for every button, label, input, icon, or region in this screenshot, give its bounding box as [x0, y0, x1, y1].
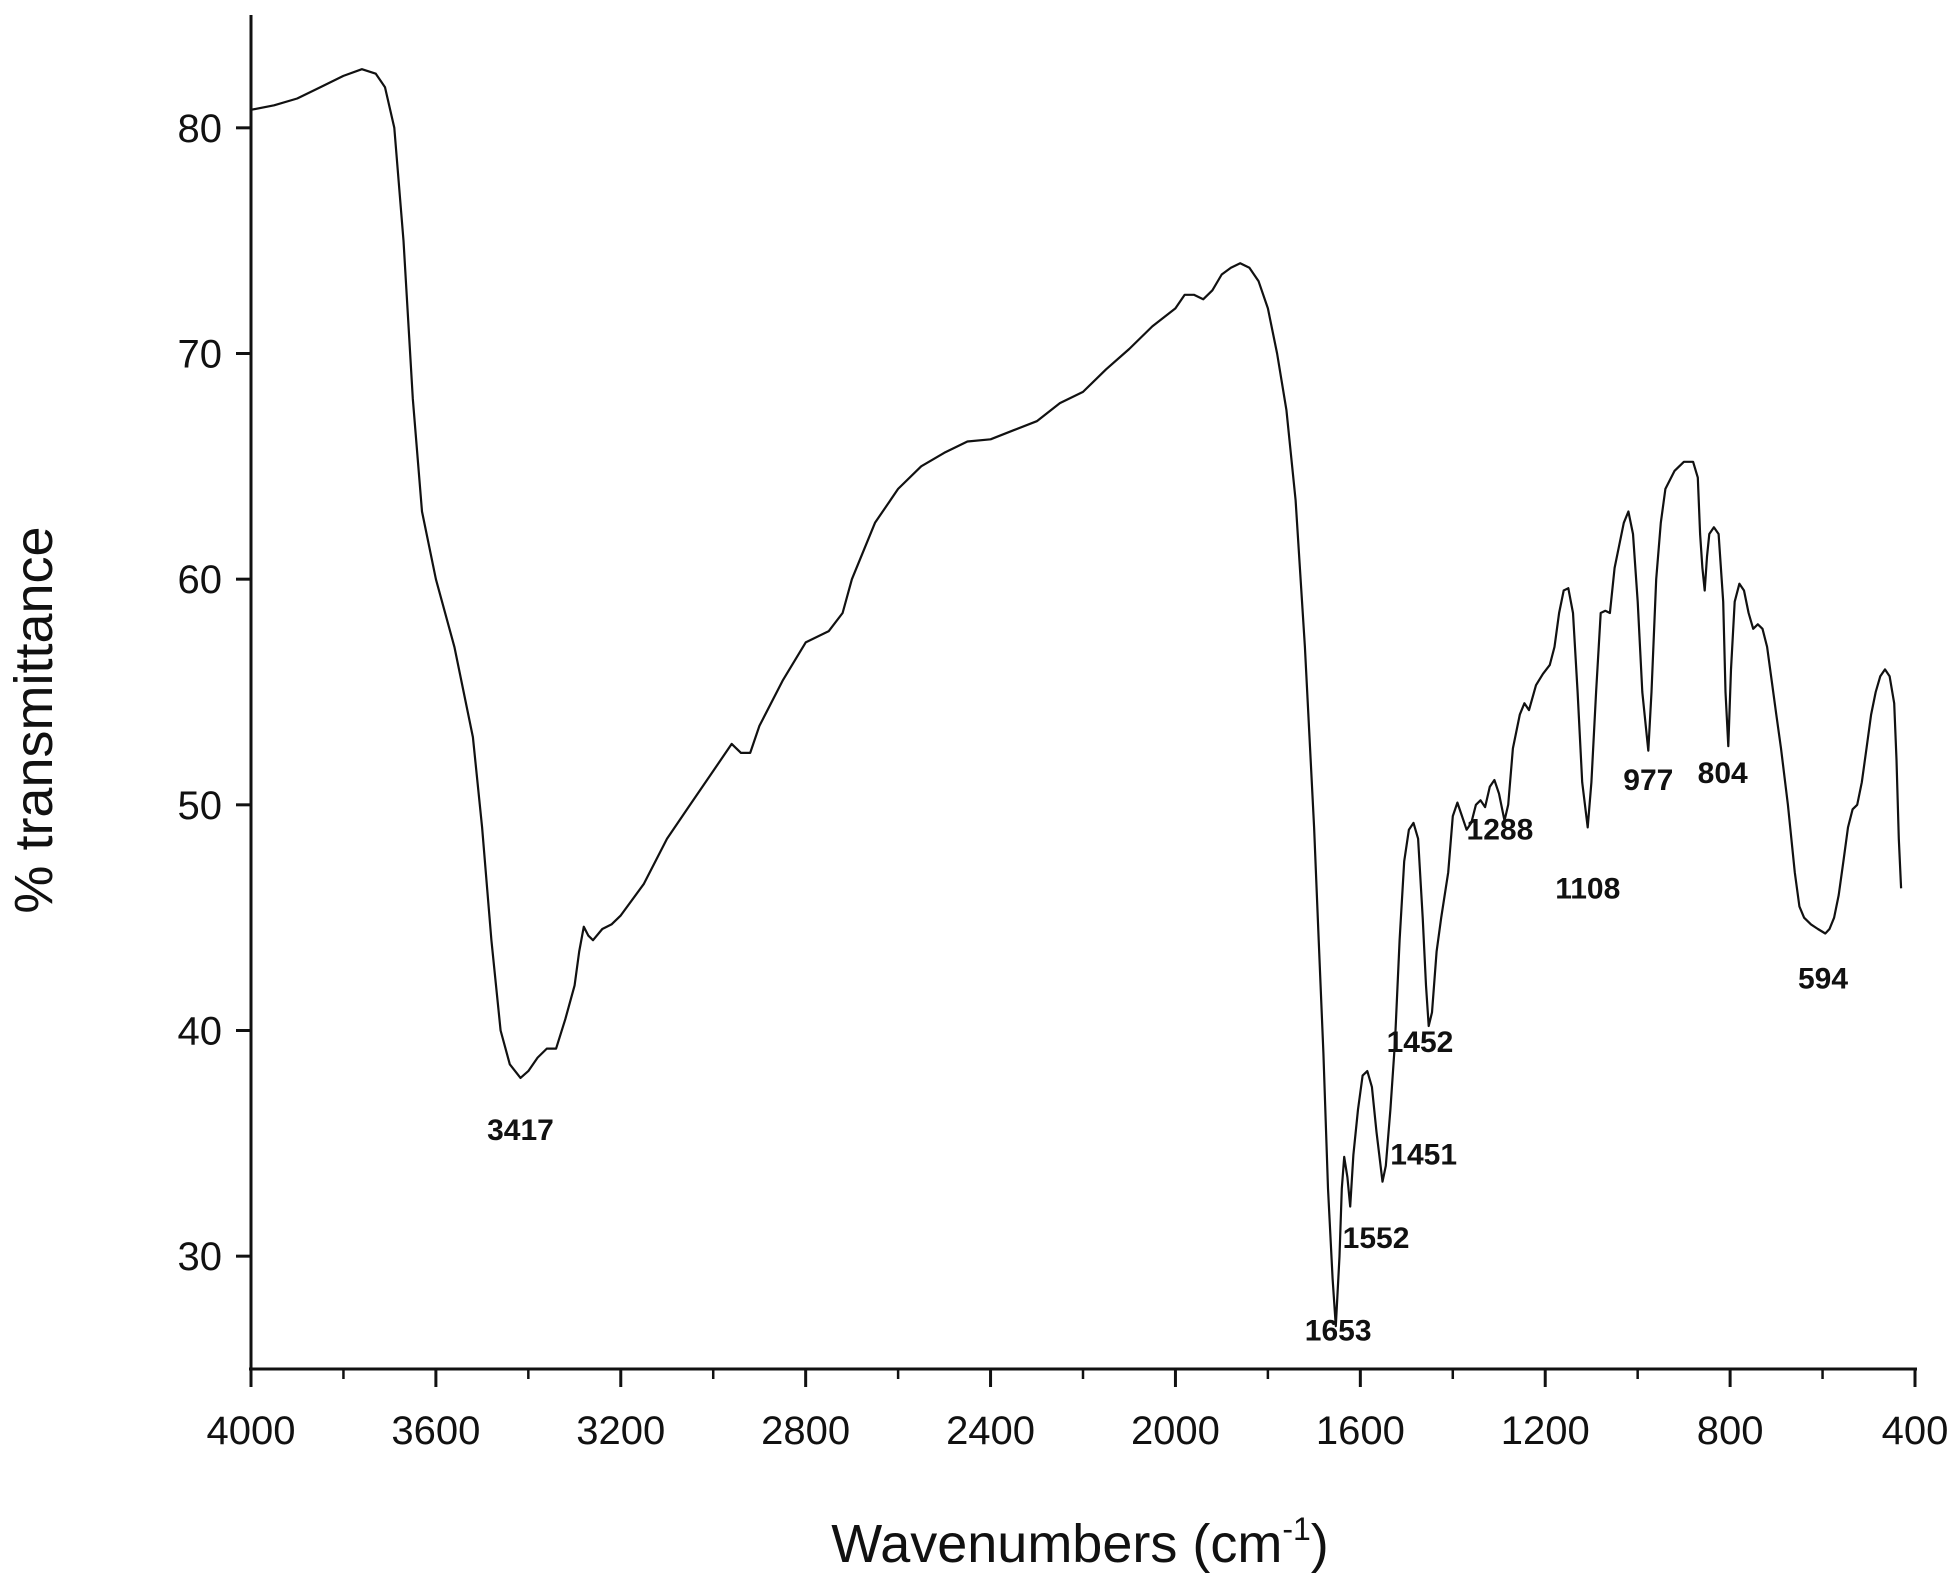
- y-tick-label: 60: [178, 558, 223, 602]
- x-tick-label: 400: [1882, 1409, 1949, 1453]
- peak-label: 977: [1623, 764, 1673, 797]
- peak-labels: 3417 1653 1552 1451 1452 1288 1108 977 804 594: [487, 757, 1848, 1347]
- x-tick-label: 800: [1697, 1409, 1764, 1453]
- y-tick-label: 30: [178, 1235, 223, 1279]
- y-tick-label: 40: [178, 1010, 223, 1054]
- peak-label: 1653: [1305, 1315, 1372, 1348]
- y-axis-title: % transmittance: [4, 526, 64, 913]
- peak-label: 594: [1798, 963, 1848, 996]
- x-tick-label: 2400: [946, 1409, 1035, 1453]
- y-ticks: 30 40 50 60 70 80: [178, 107, 251, 1279]
- x-tick-label: 2800: [761, 1409, 850, 1453]
- spectrum-line: [250, 68, 1903, 1328]
- peak-label: 1108: [1555, 872, 1620, 905]
- peak-label: 1288: [1467, 814, 1534, 847]
- x-tick-label: 1600: [1316, 1409, 1405, 1453]
- x-tick-label: 3200: [576, 1409, 665, 1453]
- x-tick-label: 1200: [1501, 1409, 1590, 1453]
- axes: [249, 15, 1917, 1371]
- x-tick-label: 3600: [391, 1409, 480, 1453]
- x-axis-title-close: ): [1311, 1514, 1329, 1574]
- x-axis-title-superscript: -1: [1282, 1511, 1310, 1547]
- y-tick-label: 50: [178, 784, 223, 828]
- x-axis-title-text: Wavenumbers (cm: [831, 1514, 1282, 1574]
- peak-label: 1552: [1343, 1222, 1410, 1255]
- x-tick-label: 4000: [207, 1409, 296, 1453]
- peak-label: 1452: [1387, 1026, 1454, 1059]
- y-tick-label: 70: [178, 333, 223, 377]
- x-tick-label: 2000: [1131, 1409, 1220, 1453]
- peak-label: 1451: [1390, 1139, 1457, 1172]
- y-tick-label: 80: [178, 107, 223, 151]
- x-axis-title: Wavenumbers (cm-1): [831, 1511, 1329, 1574]
- x-ticks: 4000 3600 3200 2800 2400 2000 1600 1200 800 400: [207, 1369, 1949, 1453]
- peak-label: 3417: [487, 1114, 554, 1147]
- peak-label: 804: [1698, 757, 1748, 790]
